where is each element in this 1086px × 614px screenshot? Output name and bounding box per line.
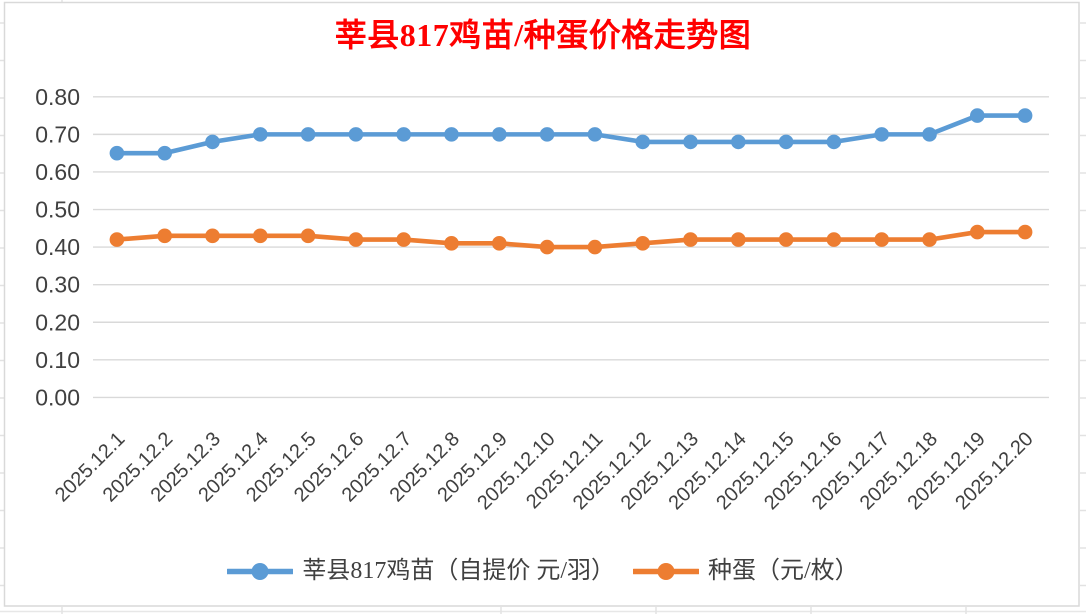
svg-text:0.70: 0.70 [35, 121, 80, 147]
legend-item-chicken[interactable]: 莘县817鸡苗（自提价 元/羽） [227, 556, 615, 586]
legend-item-egg[interactable]: 种蛋（元/枚） [633, 556, 859, 586]
svg-text:0.50: 0.50 [35, 197, 80, 223]
svg-text:0.20: 0.20 [35, 309, 80, 335]
svg-text:0.40: 0.40 [35, 234, 80, 260]
chart-title: 莘县817鸡苗/种蛋价格走势图 [334, 17, 752, 53]
svg-text:0.00: 0.00 [35, 384, 80, 410]
svg-text:0.10: 0.10 [35, 347, 80, 373]
chart-legend: 莘县817鸡苗（自提价 元/羽） 种蛋（元/枚） [0, 554, 1086, 588]
svg-text:0.60: 0.60 [35, 159, 80, 185]
legend-label-egg: 种蛋（元/枚） [708, 558, 859, 584]
svg-text:0.30: 0.30 [35, 272, 80, 298]
svg-text:0.80: 0.80 [35, 84, 80, 110]
legend-label-chicken: 莘县817鸡苗（自提价 元/羽） [302, 558, 615, 584]
line-marker-icon [227, 562, 294, 580]
line-marker-icon [633, 562, 699, 580]
